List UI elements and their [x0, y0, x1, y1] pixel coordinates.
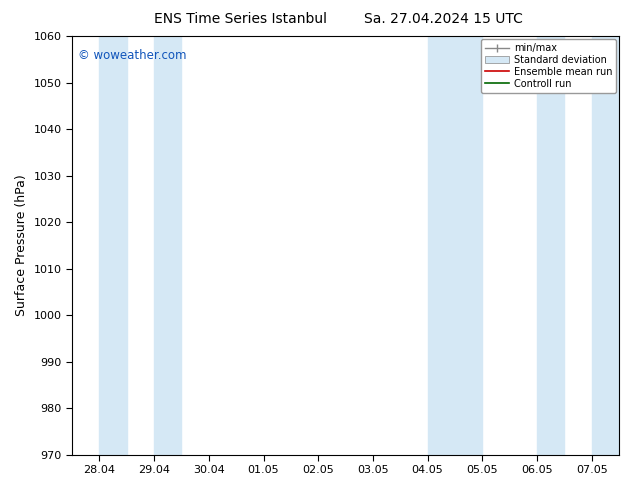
Bar	[537, 36, 564, 455]
Bar	[427, 36, 482, 455]
Text: Sa. 27.04.2024 15 UTC: Sa. 27.04.2024 15 UTC	[365, 12, 523, 26]
Text: © woweather.com: © woweather.com	[77, 49, 186, 62]
Legend: min/max, Standard deviation, Ensemble mean run, Controll run: min/max, Standard deviation, Ensemble me…	[481, 39, 616, 93]
Bar	[154, 36, 181, 455]
Y-axis label: Surface Pressure (hPa): Surface Pressure (hPa)	[15, 174, 28, 316]
Text: ENS Time Series Istanbul: ENS Time Series Istanbul	[155, 12, 327, 26]
Bar	[592, 36, 619, 455]
Bar	[100, 36, 127, 455]
